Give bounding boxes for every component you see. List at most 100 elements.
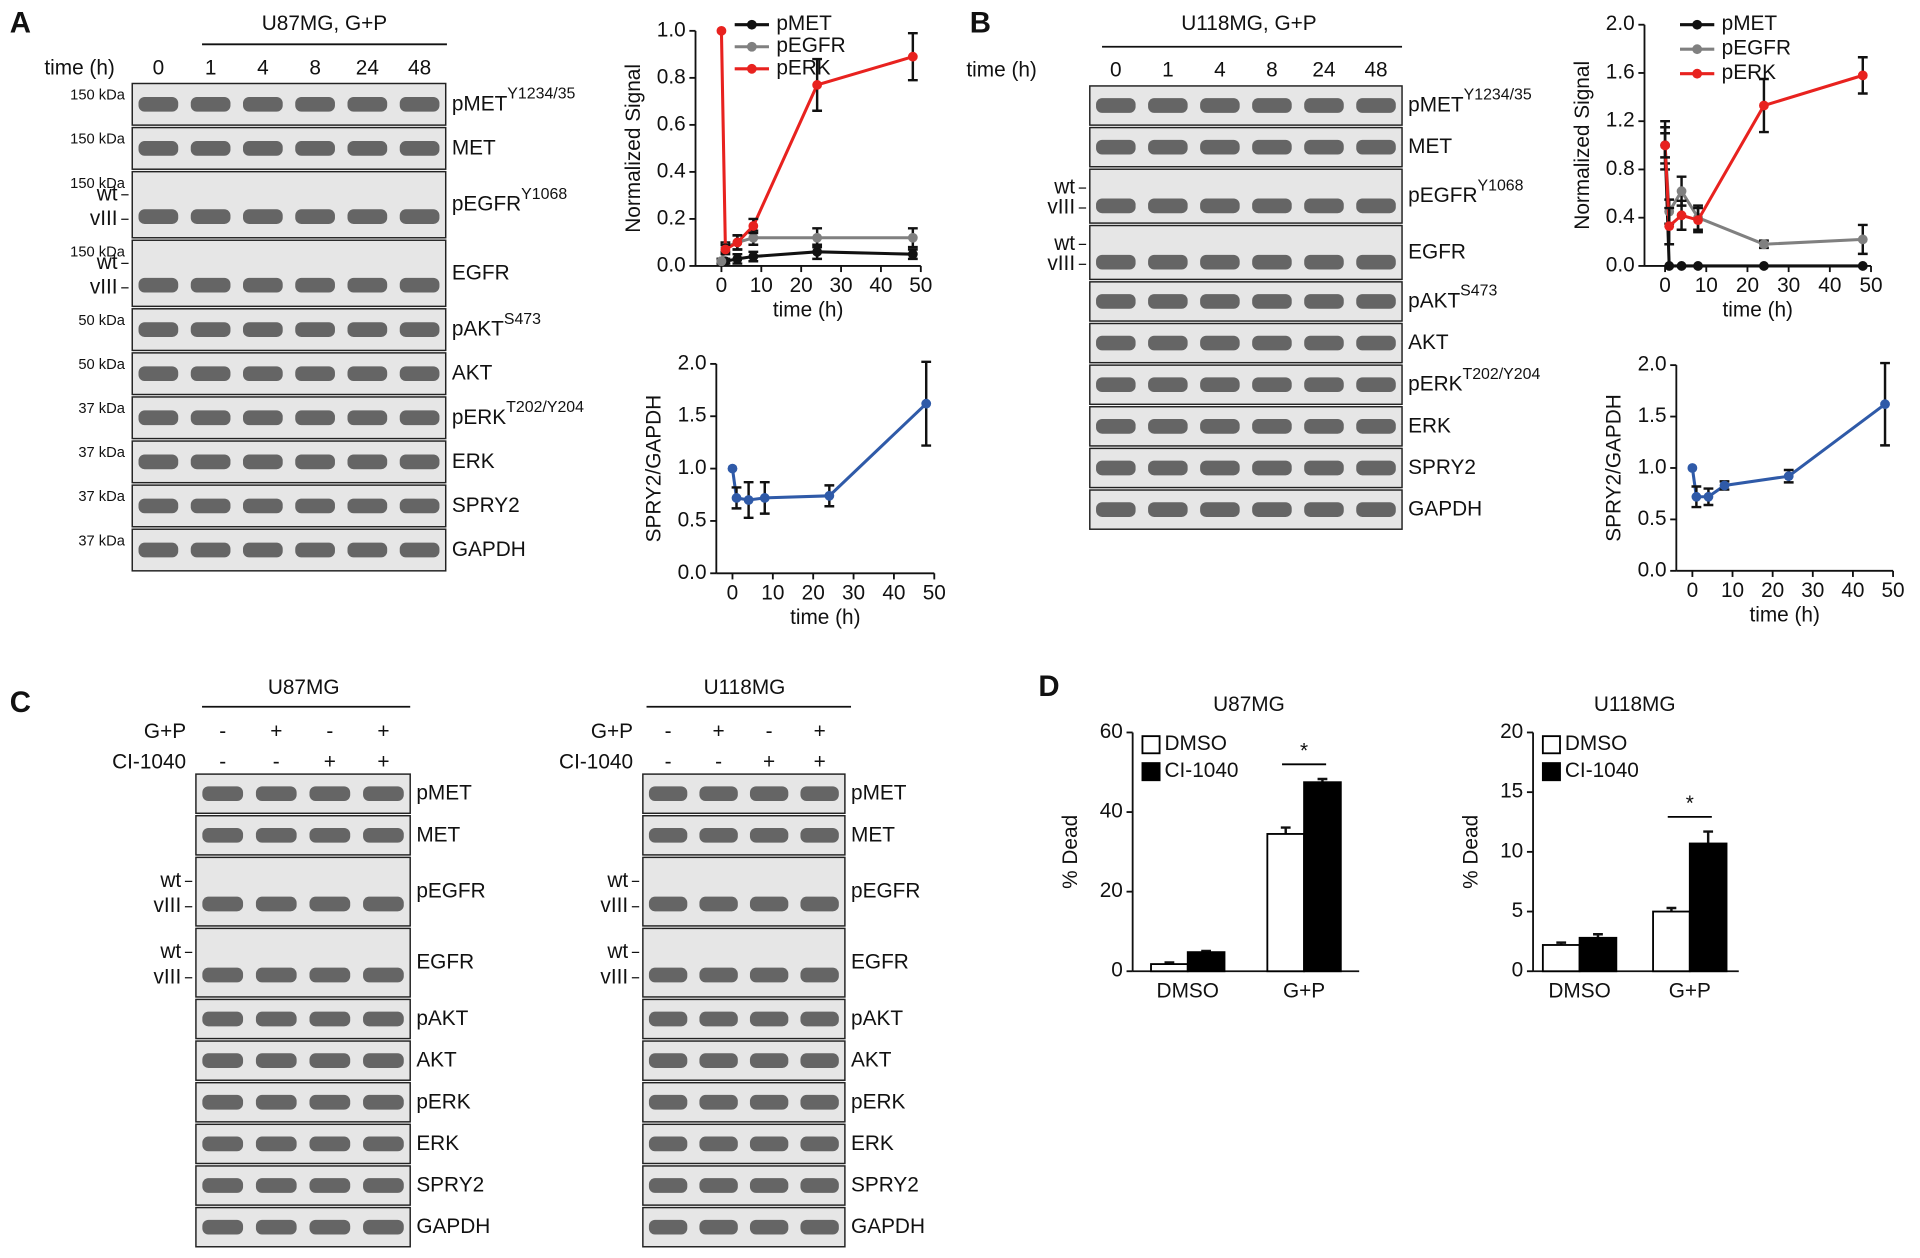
- blot-band: [699, 896, 738, 912]
- data-point: [748, 232, 759, 243]
- blot-band: [363, 786, 404, 802]
- legend-label: pMET: [776, 12, 832, 35]
- blot-band: [243, 366, 283, 382]
- x-tick-label: 50: [923, 582, 946, 605]
- blot-strip: [1089, 126, 1403, 168]
- blot-band: [202, 896, 244, 912]
- blot-band: [347, 410, 388, 426]
- blot-title: U87MG: [268, 676, 340, 699]
- legend-label: DMSO: [1565, 732, 1627, 755]
- panel-letter: A: [10, 6, 31, 39]
- blot-band: [202, 1178, 244, 1193]
- y-tick-label: 0.2: [657, 206, 686, 229]
- legend-label: CI-1040: [1164, 759, 1238, 782]
- blot-band: [202, 827, 244, 843]
- x-tick-label: 10: [1721, 579, 1744, 602]
- row-label: GAPDH: [1408, 497, 1482, 520]
- data-point: [1703, 491, 1714, 502]
- lane-label: 4: [257, 56, 269, 79]
- row-label: SPRY2: [1408, 455, 1476, 478]
- blot-band: [648, 967, 688, 983]
- blot-band: [648, 1219, 688, 1235]
- data-point: [1691, 491, 1702, 502]
- blot-band: [243, 542, 283, 558]
- band-label: vIII: [153, 894, 181, 917]
- legend-swatch: [1141, 735, 1161, 755]
- blot-band: [255, 1136, 297, 1152]
- blot-band: [255, 827, 297, 843]
- lane-header: time (h): [966, 59, 1036, 82]
- row-label: EGFR: [851, 950, 909, 973]
- row-label: pERK: [416, 1090, 470, 1113]
- data-point: [748, 251, 759, 262]
- blot-band: [1096, 139, 1136, 155]
- blot-strip: [642, 927, 846, 998]
- blot-band: [295, 96, 335, 112]
- blot-band: [202, 1219, 244, 1235]
- data-point: [732, 253, 743, 264]
- blot-band: [1148, 254, 1188, 270]
- blot-band: [1096, 502, 1136, 517]
- blot-band: [309, 1094, 351, 1110]
- row-label-text: SPRY2: [851, 1173, 919, 1196]
- blot-band: [363, 827, 404, 843]
- blot-band: [309, 827, 351, 843]
- y-axis-label: Normalized Signal: [622, 64, 645, 233]
- blot-band: [1200, 377, 1240, 393]
- y-tick-label: 1.0: [1638, 455, 1667, 478]
- kda-marker: 150 kDa: [70, 244, 126, 260]
- x-tick-label: 50: [1859, 274, 1882, 297]
- blot-strip: [131, 396, 447, 440]
- data-point: [1759, 261, 1769, 271]
- bar: [1652, 910, 1691, 973]
- x-tick-label: 30: [1777, 274, 1800, 297]
- x-tick-label: G+P: [1669, 980, 1711, 1003]
- row-label-text: pMET: [452, 92, 508, 115]
- blot-band: [243, 141, 283, 156]
- blot-band: [1252, 377, 1292, 393]
- data-point: [743, 495, 754, 505]
- blot-band: [363, 1094, 404, 1110]
- lane-label: 0: [1110, 59, 1122, 82]
- blot-band: [243, 498, 283, 514]
- blot-band: [255, 1094, 297, 1110]
- blot-band: [399, 96, 440, 112]
- row-label: pMET: [851, 781, 907, 804]
- y-tick-label: 60: [1100, 720, 1123, 743]
- blot-band: [749, 1094, 789, 1110]
- y-axis-label: % Dead: [1059, 815, 1082, 889]
- treatment-mark: +: [814, 751, 826, 774]
- x-axis-label: time (h): [1723, 299, 1793, 322]
- blot-band: [1148, 419, 1188, 434]
- kda-marker: 37 kDa: [78, 489, 125, 505]
- blot-band: [1200, 98, 1240, 113]
- blot-band: [138, 96, 179, 112]
- row-label-text: pAKT: [1408, 289, 1460, 312]
- legend-dot: [1692, 44, 1703, 55]
- series-line: [1663, 145, 1863, 268]
- treatment-mark: +: [763, 751, 775, 774]
- blot-band: [1304, 98, 1344, 113]
- blot-band: [1148, 335, 1188, 351]
- blot-band: [1096, 254, 1136, 270]
- legend-label: pERK: [776, 56, 830, 79]
- blot-band: [138, 454, 179, 470]
- y-tick-label: 0.4: [657, 159, 686, 182]
- x-axis-label: time (h): [773, 299, 843, 322]
- blot-band: [363, 1178, 404, 1193]
- treatment-mark: +: [713, 720, 725, 743]
- row-label: EGFR: [1408, 240, 1466, 263]
- blot-band: [1304, 460, 1344, 476]
- blot-band: [202, 1094, 244, 1110]
- blot-band: [1304, 502, 1344, 517]
- row-label-text: pEGFR: [416, 879, 485, 902]
- row-label: pAKT: [851, 1007, 903, 1030]
- blot-band: [1148, 377, 1188, 393]
- row-label-text: EGFR: [851, 950, 909, 973]
- row-label-text: pMET: [1408, 93, 1464, 116]
- blot-band: [347, 454, 388, 470]
- blot-band: [1252, 254, 1292, 270]
- row-label-text: ERK: [416, 1131, 459, 1154]
- row-label: SPRY2: [452, 493, 520, 516]
- blot-band: [1096, 198, 1136, 214]
